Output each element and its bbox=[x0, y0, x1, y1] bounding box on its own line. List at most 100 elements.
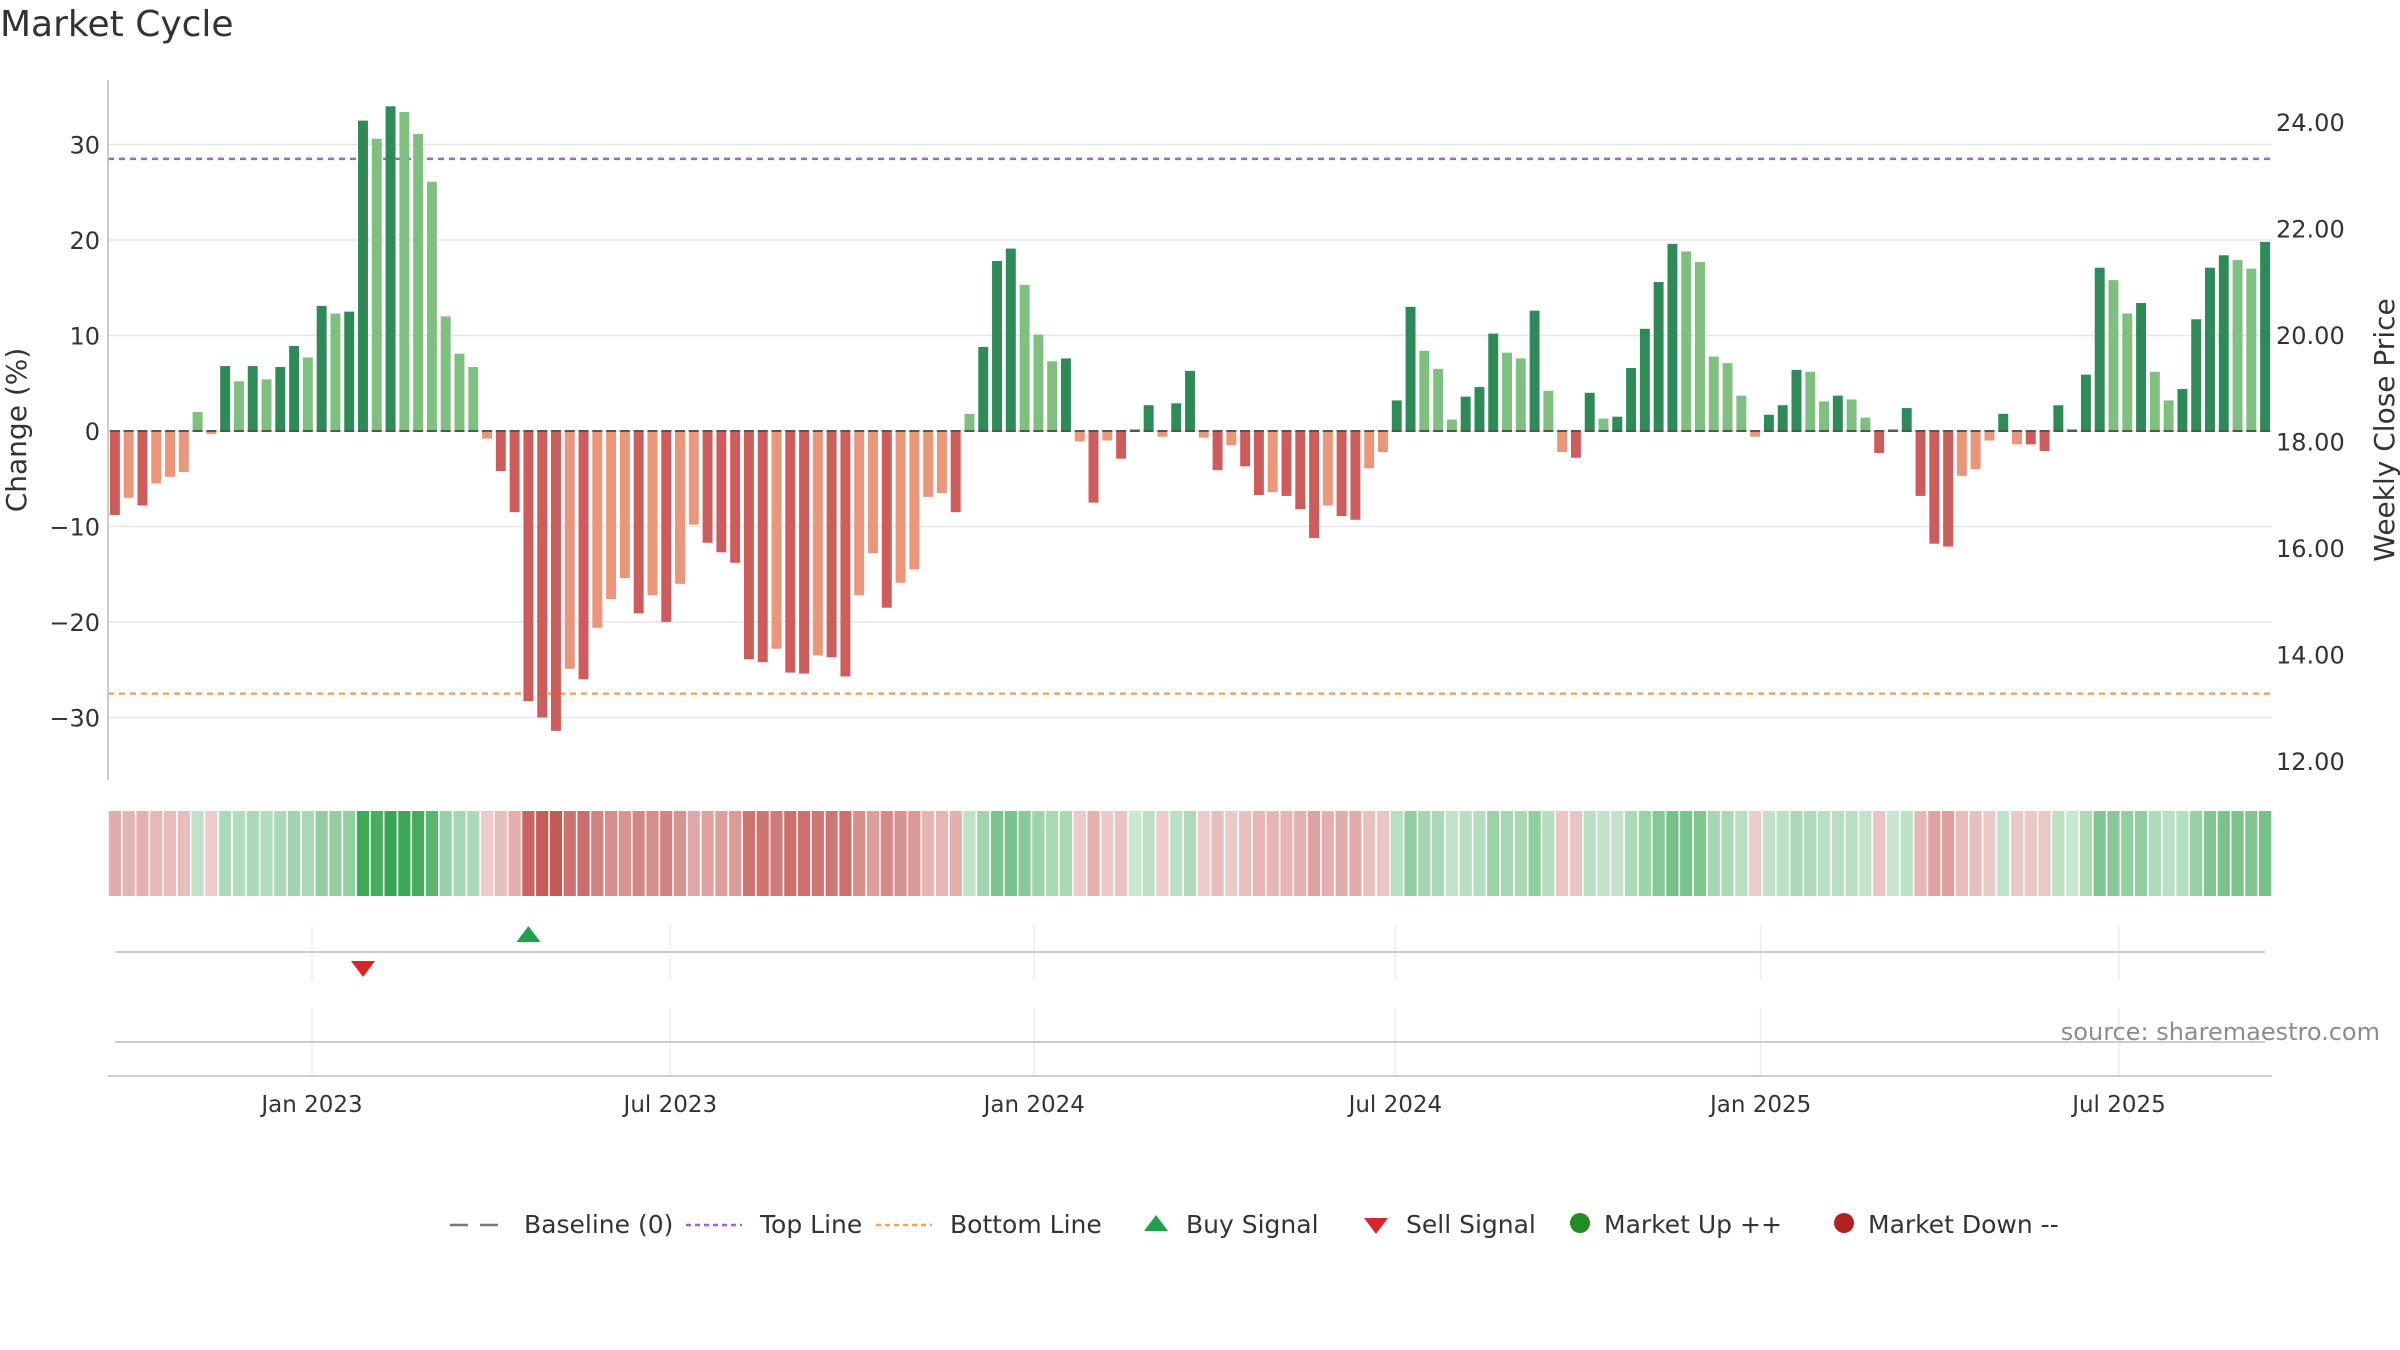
change-bar bbox=[440, 316, 451, 431]
heat-cell bbox=[1114, 811, 1128, 896]
y2-tick-label: 12.00 bbox=[2276, 748, 2345, 776]
heat-cell bbox=[522, 811, 535, 896]
heat-cell bbox=[163, 811, 177, 896]
change-bar bbox=[550, 431, 561, 731]
change-bar bbox=[1805, 371, 1816, 431]
change-bar bbox=[1639, 328, 1650, 431]
heat-cell bbox=[866, 811, 880, 896]
change-bar bbox=[330, 313, 341, 431]
change-bar bbox=[909, 431, 920, 570]
heat-cell bbox=[1693, 811, 1707, 896]
change-bar bbox=[1005, 248, 1016, 431]
sell-legend-marker bbox=[1364, 1218, 1388, 1234]
change-bar bbox=[633, 431, 644, 614]
y2-tick-label: 20.00 bbox=[2276, 322, 2345, 350]
change-bar bbox=[812, 431, 823, 656]
change-bar bbox=[2205, 267, 2215, 431]
change-bar bbox=[1722, 363, 1733, 431]
heat-cell bbox=[1997, 811, 2010, 896]
heat-cell bbox=[2245, 811, 2258, 896]
heat-cell bbox=[963, 811, 976, 896]
change-bar bbox=[1171, 403, 1182, 431]
change-bar bbox=[123, 431, 134, 498]
heat-cell bbox=[122, 811, 135, 896]
heat-cell bbox=[536, 811, 549, 896]
heat-cell bbox=[398, 811, 411, 896]
change-bar bbox=[1763, 414, 1774, 431]
change-bar bbox=[1446, 419, 1457, 431]
change-bar bbox=[2094, 267, 2105, 431]
heat-cell bbox=[1528, 811, 1541, 896]
heat-cell bbox=[205, 811, 218, 896]
change-bar bbox=[757, 431, 768, 663]
heat-cell bbox=[1101, 811, 1114, 896]
heat-cell bbox=[439, 811, 452, 896]
heat-cell bbox=[1597, 811, 1610, 896]
heat-cell bbox=[784, 811, 797, 896]
y-tick-label: 20 bbox=[69, 227, 100, 255]
heat-cell bbox=[797, 811, 811, 896]
change-bar bbox=[868, 431, 878, 554]
change-bar bbox=[1653, 282, 1664, 431]
y2-axis-label: Weekly Close Price bbox=[2368, 298, 2400, 561]
change-bar bbox=[2108, 280, 2119, 431]
heat-cell bbox=[1611, 811, 1624, 896]
heat-cell bbox=[1432, 811, 1445, 896]
change-bar bbox=[1033, 334, 1044, 431]
x-tick-label: Jan 2024 bbox=[982, 1092, 1085, 1118]
heat-cell bbox=[219, 811, 232, 896]
heat-cell bbox=[1638, 811, 1651, 896]
heat-cell bbox=[1487, 811, 1500, 896]
change-bar bbox=[275, 367, 286, 431]
change-bar bbox=[826, 431, 837, 658]
change-bar bbox=[1047, 361, 1058, 431]
heat-cell bbox=[880, 811, 893, 896]
heat-cell bbox=[1073, 811, 1086, 896]
change-bar bbox=[1929, 431, 1940, 544]
change-bar bbox=[1584, 392, 1595, 431]
heat-cell bbox=[2038, 811, 2051, 896]
y2-tick-label: 24.00 bbox=[2276, 109, 2345, 137]
change-bar bbox=[1295, 431, 1306, 510]
heat-cell bbox=[825, 811, 838, 896]
heat-cell bbox=[1845, 811, 1858, 896]
heat-cell bbox=[977, 811, 990, 896]
heat-cell bbox=[2024, 811, 2037, 896]
heat-cell bbox=[1873, 811, 1886, 896]
heat-cell bbox=[1569, 811, 1583, 896]
change-bar bbox=[1074, 431, 1085, 442]
heat-cell bbox=[1197, 811, 1210, 896]
change-bar bbox=[978, 346, 989, 431]
change-bar bbox=[1460, 396, 1471, 431]
heat-cell bbox=[1046, 811, 1059, 896]
signal-markers bbox=[350, 926, 541, 977]
change-bar bbox=[2149, 371, 2160, 431]
heat-cell bbox=[894, 811, 907, 896]
change-bar bbox=[923, 431, 934, 497]
change-bar bbox=[1557, 431, 1568, 453]
heat-cell bbox=[301, 811, 314, 896]
heat-cell bbox=[1914, 811, 1927, 896]
heat-cell bbox=[150, 811, 163, 896]
heat-cell bbox=[1445, 811, 1458, 896]
heat-cell bbox=[1928, 811, 1941, 896]
change-bar bbox=[1405, 306, 1416, 431]
change-bar bbox=[523, 431, 534, 702]
heat-cell bbox=[1418, 811, 1431, 896]
heat-cell bbox=[1004, 811, 1017, 896]
change-bar bbox=[619, 431, 630, 579]
change-bar bbox=[1598, 418, 1609, 431]
change-bar bbox=[1529, 310, 1540, 431]
heat-cell bbox=[2217, 811, 2230, 896]
change-bar bbox=[1915, 431, 1926, 496]
y-tick-label: −10 bbox=[49, 514, 100, 542]
heat-cell bbox=[2121, 811, 2134, 896]
change-bar bbox=[1667, 243, 1678, 431]
change-bar bbox=[2177, 388, 2188, 431]
heat-cell bbox=[1707, 811, 1720, 896]
change-bar bbox=[1240, 431, 1251, 467]
legend-label: Bottom Line bbox=[950, 1210, 1102, 1239]
change-bar bbox=[1364, 431, 1375, 469]
heat-cell bbox=[1762, 811, 1775, 896]
change-bar bbox=[1198, 431, 1209, 438]
